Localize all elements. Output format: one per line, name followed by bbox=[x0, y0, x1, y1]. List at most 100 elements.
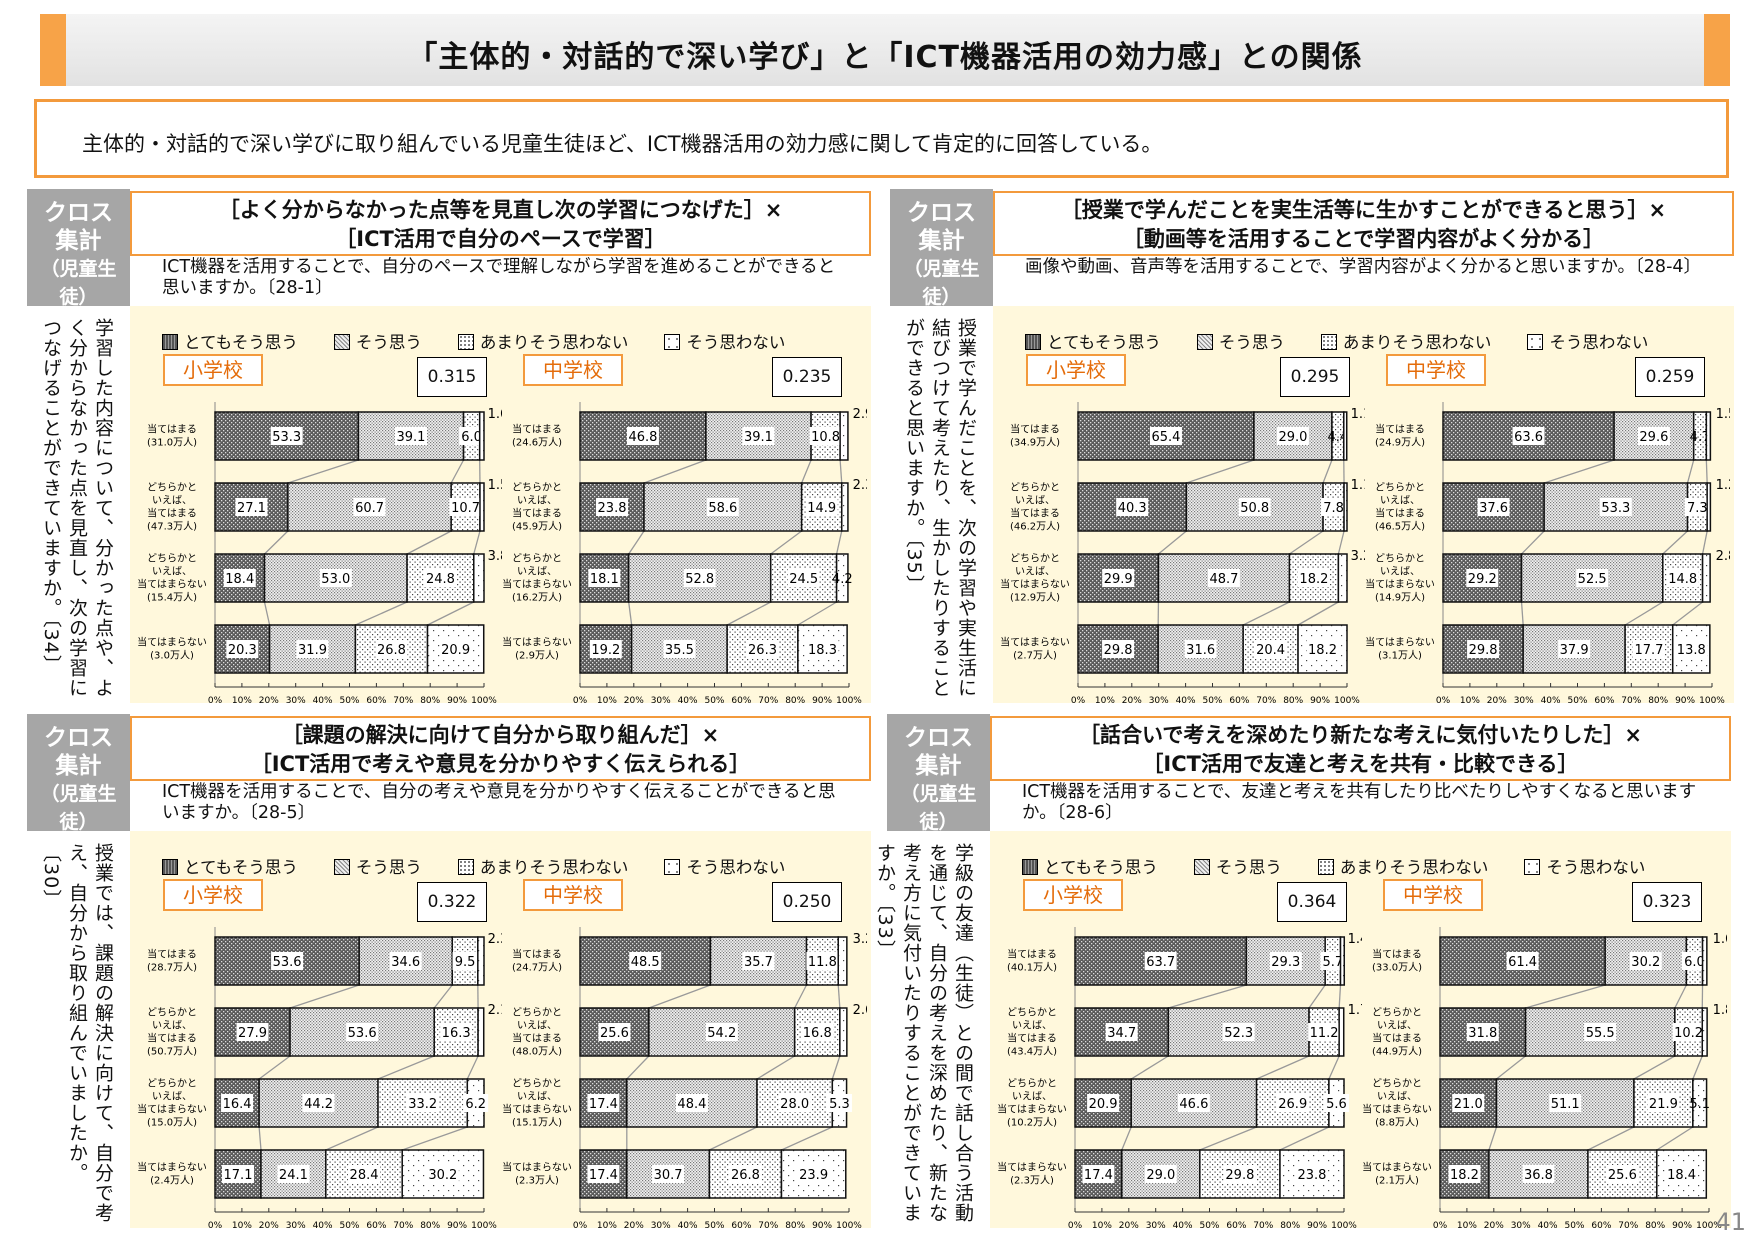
data-label: 13.8 bbox=[1677, 643, 1706, 658]
legend-swatch bbox=[1320, 334, 1337, 350]
data-label-bg bbox=[596, 498, 629, 516]
data-label-bg bbox=[449, 498, 482, 516]
row-label-line: どちらかと bbox=[1375, 482, 1425, 494]
x-tick-label: 100% bbox=[836, 696, 862, 704]
row-label-line: 当てはまる bbox=[147, 948, 197, 961]
row-label-line: (46.2万人) bbox=[1010, 521, 1060, 533]
x-tick-label: 30% bbox=[651, 1221, 671, 1229]
data-label: 58.6 bbox=[708, 501, 737, 516]
data-label-bg bbox=[663, 640, 696, 658]
data-label: 17.4 bbox=[589, 1097, 618, 1112]
bar-segment bbox=[839, 411, 849, 461]
data-label: 6.0 bbox=[1684, 955, 1705, 970]
data-label: 2.9 bbox=[853, 407, 867, 422]
data-label: 10.8 bbox=[811, 430, 840, 445]
row-label-line: いえば、 bbox=[152, 495, 192, 507]
summary-box: 主体的・対話的で深い学びに取り組んでいる児童生徒ほど、ICT機器活用の効力感に関… bbox=[34, 99, 1729, 178]
school-label: 中学校 bbox=[1383, 879, 1483, 911]
x-tick-label: 30% bbox=[1149, 696, 1169, 704]
row-label-line: 当てはまらない bbox=[997, 1103, 1067, 1116]
data-label: 54.2 bbox=[707, 1026, 736, 1041]
data-label: 28.0 bbox=[780, 1097, 809, 1112]
title-bar: 「主体的・対話的で深い学び」と「ICT機器活用の効力感」との関係 bbox=[40, 14, 1730, 86]
data-label: 2.8 bbox=[1716, 549, 1730, 564]
data-label-bg bbox=[1558, 640, 1591, 658]
data-label: 20.9 bbox=[1089, 1097, 1118, 1112]
legend-swatch bbox=[333, 334, 350, 350]
x-tick-label: 100% bbox=[836, 1221, 862, 1229]
data-label: 27.1 bbox=[237, 501, 266, 516]
cross-tab-label-line: 集計 bbox=[55, 753, 102, 779]
stacked-bar-chart: 0% 10% 20% 30% 40% 50% 60% 70% 80% 90% 100% 当てはまる (3… bbox=[127, 394, 508, 706]
row-label-line: どちらかと bbox=[1372, 1078, 1422, 1090]
data-label-bg bbox=[319, 569, 352, 587]
x-tick-label: 10% bbox=[597, 696, 617, 704]
data-label: 35.7 bbox=[744, 955, 773, 970]
connector-line bbox=[1338, 984, 1342, 1009]
x-tick-label: 70% bbox=[758, 696, 778, 704]
x-tick-label: 10% bbox=[232, 696, 252, 704]
data-label: 29.8 bbox=[1104, 643, 1133, 658]
row-label-line: (15.4万人) bbox=[147, 592, 197, 604]
x-tick-label: 0% bbox=[1071, 696, 1086, 704]
row-label-line: 当てはまる bbox=[147, 1032, 197, 1045]
row-label: 当てはまる(33.0万人) bbox=[1372, 948, 1422, 974]
data-label-bg bbox=[1666, 569, 1699, 587]
x-tick-label: 10% bbox=[1092, 1221, 1112, 1229]
bar-segment bbox=[1701, 1007, 1708, 1057]
legend-label: とてもそう思う bbox=[1047, 333, 1161, 352]
legend-item: そう思わない bbox=[1527, 329, 1648, 353]
data-label: 53.3 bbox=[1601, 501, 1630, 516]
row-label-line: (15.0万人) bbox=[147, 1117, 197, 1129]
x-tick-label: 0% bbox=[573, 1221, 588, 1229]
row-label-line: 当てはまる bbox=[512, 507, 562, 520]
data-label: 55.5 bbox=[1586, 1026, 1615, 1041]
data-label-bg bbox=[1222, 1023, 1255, 1041]
data-label-bg bbox=[1082, 1165, 1115, 1183]
x-tick-label: 70% bbox=[1253, 1221, 1273, 1229]
data-label-bg bbox=[1238, 498, 1271, 516]
data-label: 18.2 bbox=[1308, 643, 1337, 658]
data-label-bg bbox=[588, 569, 621, 587]
data-label: 10.7 bbox=[451, 501, 480, 516]
connector-line bbox=[1633, 1055, 1676, 1080]
cross-tab-label-line: 集計 bbox=[55, 228, 102, 254]
x-tick-label: 40% bbox=[1538, 1221, 1558, 1229]
row-label-line: どちらかと bbox=[1007, 1078, 1057, 1090]
row-label-line: (43.4万人) bbox=[1007, 1046, 1057, 1058]
row-label-line: 当てはまらない bbox=[137, 1161, 207, 1174]
panel-title: ［課題の解決に向けて自分から取り組んだ］× ［ICT活用で考えや意見を分かりやすく… bbox=[130, 716, 871, 781]
legend-item: そう思う bbox=[1196, 329, 1285, 353]
row-label-line: (33.0万人) bbox=[1372, 962, 1422, 974]
data-label: 18.1 bbox=[590, 572, 619, 587]
row-label-line: (24.6万人) bbox=[512, 437, 562, 449]
row-label-line: (47.3万人) bbox=[147, 521, 197, 533]
x-tick-label: 60% bbox=[1229, 696, 1249, 704]
connector-line bbox=[377, 1055, 435, 1080]
stacked-bar-chart: 0% 10% 20% 30% 40% 50% 60% 70% 80% 90% 100% 当てはまる (2… bbox=[492, 394, 873, 706]
legend-label: とてもそう思う bbox=[184, 333, 298, 352]
x-tick-label: 70% bbox=[393, 1221, 413, 1229]
data-label: 46.6 bbox=[1179, 1097, 1208, 1112]
data-label-bg bbox=[348, 1165, 381, 1183]
data-label: 29.9 bbox=[1104, 572, 1133, 587]
data-label: 4.7 bbox=[1690, 430, 1711, 445]
data-label: 39.1 bbox=[744, 430, 773, 445]
data-label-bg bbox=[1321, 498, 1347, 516]
row-label: 当てはまる(31.0万人) bbox=[147, 423, 197, 449]
data-label-bg bbox=[1207, 569, 1240, 587]
cross-tab-label-line: クロス bbox=[44, 725, 113, 751]
legend-label: あまりそう思わない bbox=[479, 858, 629, 877]
data-label: 52.8 bbox=[685, 572, 714, 587]
data-label: 25.6 bbox=[1608, 1168, 1637, 1183]
x-tick-label: 30% bbox=[1511, 1221, 1531, 1229]
data-label: 5.7 bbox=[1322, 955, 1343, 970]
x-tick-label: 40% bbox=[1176, 696, 1196, 704]
row-label-line: いえば、 bbox=[1377, 1091, 1417, 1103]
x-tick-label: 40% bbox=[678, 696, 698, 704]
data-label: 18.4 bbox=[1667, 1168, 1696, 1183]
legend-label: そう思わない bbox=[1549, 333, 1649, 352]
